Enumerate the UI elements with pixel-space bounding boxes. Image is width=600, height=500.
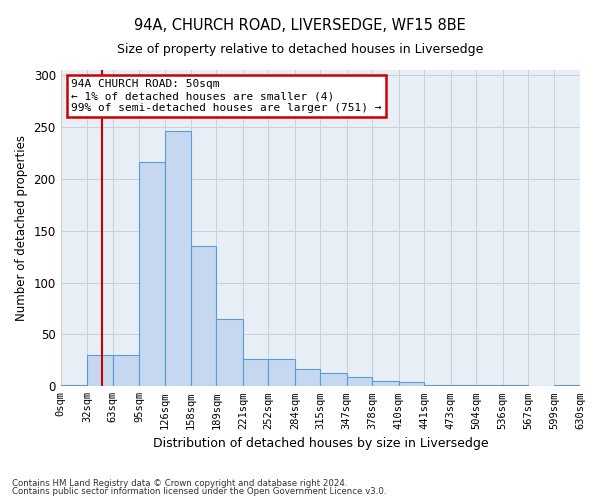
Y-axis label: Number of detached properties: Number of detached properties — [15, 135, 28, 321]
Bar — [87, 355, 113, 386]
Bar — [113, 355, 139, 386]
Bar — [398, 382, 424, 386]
Text: Size of property relative to detached houses in Liversedge: Size of property relative to detached ho… — [117, 42, 483, 56]
Bar — [243, 360, 268, 386]
X-axis label: Distribution of detached houses by size in Liversedge: Distribution of detached houses by size … — [152, 437, 488, 450]
Text: Contains HM Land Registry data © Crown copyright and database right 2024.: Contains HM Land Registry data © Crown c… — [12, 478, 347, 488]
Bar — [139, 162, 164, 386]
Text: 94A, CHURCH ROAD, LIVERSEDGE, WF15 8BE: 94A, CHURCH ROAD, LIVERSEDGE, WF15 8BE — [134, 18, 466, 32]
Bar — [268, 360, 295, 386]
Bar — [164, 131, 191, 386]
Bar — [295, 368, 320, 386]
Bar — [347, 377, 372, 386]
Bar — [191, 246, 217, 386]
Bar — [372, 381, 398, 386]
Bar — [320, 373, 347, 386]
Text: Contains public sector information licensed under the Open Government Licence v3: Contains public sector information licen… — [12, 488, 386, 496]
Text: 94A CHURCH ROAD: 50sqm
← 1% of detached houses are smaller (4)
99% of semi-detac: 94A CHURCH ROAD: 50sqm ← 1% of detached … — [71, 80, 382, 112]
Bar — [217, 319, 243, 386]
